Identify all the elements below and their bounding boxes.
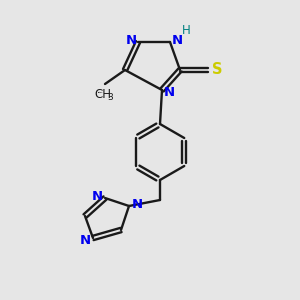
Text: N: N: [171, 34, 183, 46]
Text: CH: CH: [94, 88, 112, 100]
Text: N: N: [92, 190, 103, 202]
Text: N: N: [164, 85, 175, 98]
Text: N: N: [80, 233, 91, 247]
Text: 3: 3: [107, 92, 113, 101]
Text: S: S: [212, 62, 222, 77]
Text: methyl: methyl: [98, 92, 104, 93]
Text: N: N: [131, 197, 142, 211]
Text: N: N: [125, 34, 136, 46]
Text: H: H: [182, 23, 190, 37]
